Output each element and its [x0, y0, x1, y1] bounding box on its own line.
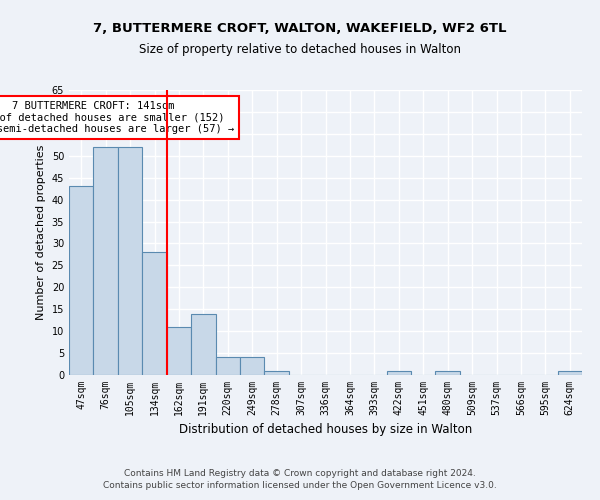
Text: Contains HM Land Registry data © Crown copyright and database right 2024.: Contains HM Land Registry data © Crown c…: [124, 470, 476, 478]
Bar: [265, 370, 289, 375]
Text: 7, BUTTERMERE CROFT, WALTON, WAKEFIELD, WF2 6TL: 7, BUTTERMERE CROFT, WALTON, WAKEFIELD, …: [93, 22, 507, 36]
Bar: [557, 370, 582, 375]
Bar: [69, 186, 94, 375]
Bar: [142, 252, 167, 375]
Text: 7 BUTTERMERE CROFT: 141sqm
← 72% of detached houses are smaller (152)
27% of sem: 7 BUTTERMERE CROFT: 141sqm ← 72% of deta…: [0, 101, 234, 134]
Bar: [191, 314, 215, 375]
X-axis label: Distribution of detached houses by size in Walton: Distribution of detached houses by size …: [179, 424, 472, 436]
Y-axis label: Number of detached properties: Number of detached properties: [36, 145, 46, 320]
Bar: [436, 370, 460, 375]
Bar: [240, 358, 265, 375]
Bar: [167, 327, 191, 375]
Text: Size of property relative to detached houses in Walton: Size of property relative to detached ho…: [139, 42, 461, 56]
Text: Contains public sector information licensed under the Open Government Licence v3: Contains public sector information licen…: [103, 482, 497, 490]
Bar: [94, 147, 118, 375]
Bar: [118, 147, 142, 375]
Bar: [215, 358, 240, 375]
Bar: [386, 370, 411, 375]
